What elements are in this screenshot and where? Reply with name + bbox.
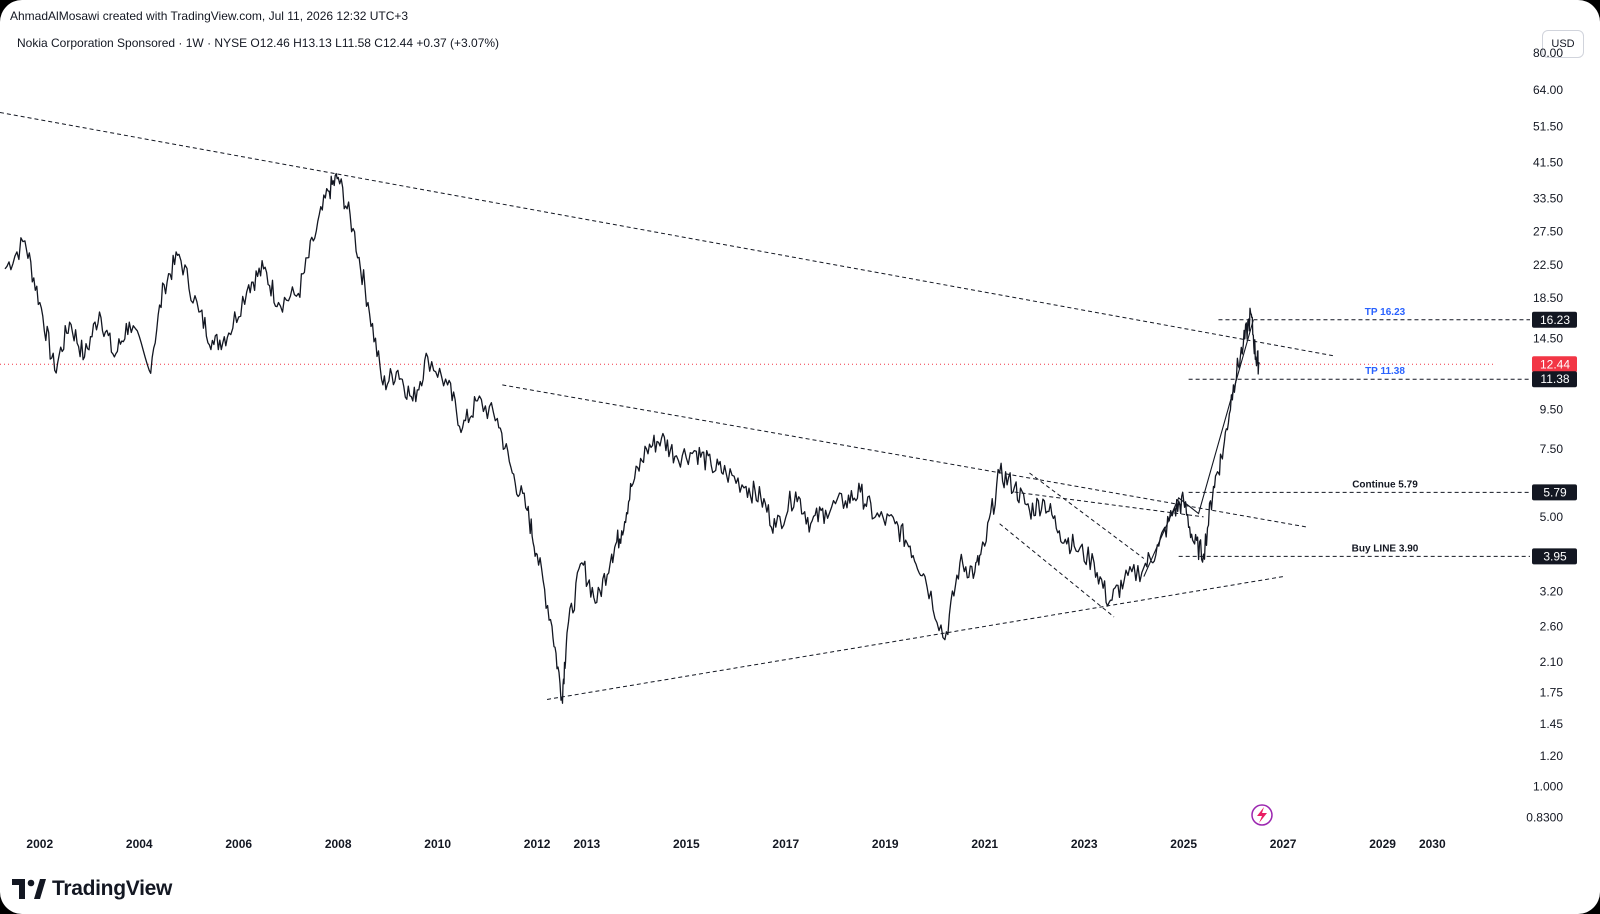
level-label-3: Buy LINE 3.90 (1352, 543, 1419, 554)
price-tag-bg-2 (1532, 371, 1577, 388)
price-tag-1: 12.44 (1532, 356, 1577, 373)
x-tick-label-3: 2008 (325, 837, 352, 851)
price-tag-label-0: 16.23 (1540, 313, 1570, 327)
y-tick-label-15: 1.75 (1540, 686, 1564, 700)
y-tick-label-7: 18.50 (1533, 291, 1563, 305)
x-tick-label-8: 2017 (772, 837, 799, 851)
y-tick-label-13: 2.60 (1540, 619, 1564, 633)
lower-trendline (546, 576, 1284, 700)
x-tick-label-4: 2010 (424, 837, 451, 851)
price-tag-bg-1 (1532, 356, 1577, 373)
time-axis: 2002 2004 2006 2008 2010 2012 2013 2015 2017 2019… (26, 837, 1446, 851)
upper-trendline (0, 111, 1333, 357)
trend-lines (0, 111, 1496, 700)
y-tick-label-5: 27.50 (1533, 225, 1563, 239)
y-tick-label-0: 80.00 (1533, 46, 1563, 60)
price-tag-label-1: 12.44 (1540, 357, 1570, 371)
price-tag-label-2: 11.38 (1540, 372, 1569, 386)
y-tick-label-14: 2.10 (1540, 655, 1564, 669)
x-tick-label-1: 2004 (126, 837, 153, 851)
tradingview-brand[interactable]: TradingView (12, 874, 172, 904)
x-tick-label-12: 2025 (1170, 837, 1197, 851)
projection-arrow (1143, 319, 1254, 577)
channel-bottom-line (999, 523, 1115, 618)
price-tag-4: 3.95 (1532, 548, 1577, 565)
x-tick-label-11: 2023 (1071, 837, 1098, 851)
price-series (4, 172, 1260, 704)
y-tick-label-1: 64.00 (1533, 83, 1563, 97)
x-tick-label-0: 2002 (26, 837, 53, 851)
y-tick-label-9: 9.50 (1540, 402, 1564, 416)
currency-button[interactable]: USD (1542, 30, 1584, 58)
y-tick-label-8: 14.50 (1533, 332, 1563, 346)
tradingview-wordmark: TradingView (52, 877, 173, 900)
annotations: TP 16.23 TP 11.38 Continue 5.79 Buy LINE 3.… (1178, 307, 1530, 557)
price-tag-bg-0 (1532, 311, 1577, 328)
y-tick-label-19: 0.8300 (1526, 810, 1563, 824)
x-tick-label-9: 2019 (872, 837, 899, 851)
x-tick-label-13: 2027 (1270, 837, 1297, 851)
y-tick-label-2: 51.50 (1533, 119, 1563, 133)
y-tick-label-12: 3.20 (1540, 585, 1564, 599)
price-tag-2: 11.38 (1532, 371, 1577, 388)
symbol-legend[interactable]: Nokia Corporation Sponsored · 1W · NYSE … (17, 36, 500, 50)
price-tag-label-4: 3.95 (1543, 549, 1567, 563)
level-label-2: Continue 5.79 (1352, 479, 1418, 490)
y-tick-label-11: 5.00 (1540, 510, 1564, 524)
x-tick-label-5: 2012 (524, 837, 551, 851)
lightning-icon[interactable] (1251, 804, 1273, 826)
x-tick-label-7: 2015 (673, 837, 700, 851)
level-label-0: TP 16.23 (1365, 307, 1406, 318)
price-tag-bg-4 (1532, 548, 1577, 565)
price-tag-label-3: 5.79 (1543, 485, 1567, 499)
y-tick-label-18: 1.000 (1533, 779, 1563, 793)
y-tick-label-16: 1.45 (1540, 717, 1564, 731)
y-tick-label-6: 22.50 (1533, 258, 1563, 272)
tradingview-logo-icon (12, 879, 46, 899)
x-tick-label-15: 2030 (1419, 837, 1446, 851)
price-tag-3: 5.79 (1532, 484, 1577, 501)
y-tick-label-17: 1.20 (1540, 749, 1564, 763)
price-axis: 80.00 64.00 51.50 41.50 33.50 27.50 22.50 18.50… (1526, 46, 1563, 825)
y-tick-label-4: 33.50 (1533, 191, 1563, 205)
mid-trendline (502, 384, 1309, 528)
x-tick-label-2: 2006 (225, 837, 252, 851)
breakout-line (1014, 491, 1204, 518)
y-tick-label-10: 7.50 (1540, 442, 1564, 456)
channel-top-line (1029, 472, 1145, 559)
price-tag-bg-3 (1532, 484, 1577, 501)
price-tag-0: 16.23 (1532, 311, 1577, 328)
x-tick-label-14: 2029 (1369, 837, 1396, 851)
level-label-1: TP 11.38 (1365, 366, 1405, 377)
chart-credit: AhmadAlMosawi created with TradingView.c… (10, 9, 409, 23)
x-tick-label-10: 2021 (971, 837, 998, 851)
x-tick-label-6: 2013 (574, 837, 601, 851)
price-line (4, 172, 1260, 704)
y-tick-label-3: 41.50 (1533, 156, 1563, 170)
